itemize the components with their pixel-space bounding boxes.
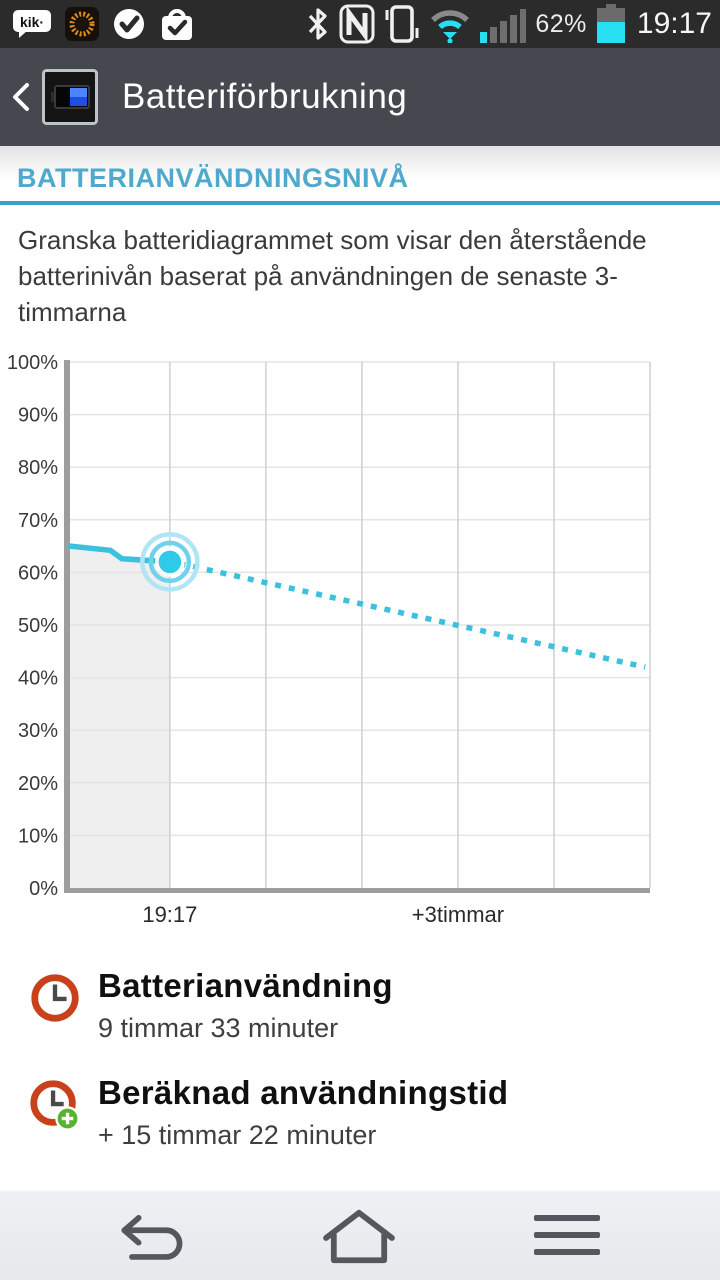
battery-level-chart: 0% 10% 20% 30% 40% 50% 60% 70% 80% 90% 100% 19:17 +3… <box>7 352 651 927</box>
svg-text:40%: 40% <box>18 668 58 690</box>
estimated-usage-value: + 15 timmar 22 minuter <box>98 1120 377 1150</box>
back-chevron-icon[interactable] <box>8 77 34 117</box>
battery-chart: 0% 10% 20% 30% 40% 50% 60% 70% 80% 90% 100% 19:17 +3… <box>0 346 720 931</box>
svg-text:+3timmar: +3timmar <box>412 902 504 927</box>
estimated-usage-row: Beräknad användningstid + 15 timmar 22 m… <box>0 1074 720 1151</box>
shopping-bag-icon <box>162 9 192 40</box>
wifi-icon <box>431 10 470 43</box>
svg-text:30%: 30% <box>18 720 58 742</box>
system-status-icons: 62% 19:17 <box>306 4 712 44</box>
svg-text:70%: 70% <box>18 510 58 532</box>
svg-text:kik·: kik· <box>20 14 44 30</box>
clock-plus-icon <box>30 1080 80 1131</box>
battery-usage-value: 9 timmar 33 minuter <box>98 1013 339 1043</box>
nfc-icon <box>339 4 375 44</box>
status-bar: kik· <box>0 0 720 48</box>
home-button[interactable] <box>316 1205 402 1267</box>
home-icon <box>323 1209 395 1264</box>
kik-icon: kik· <box>13 10 51 38</box>
svg-text:50%: 50% <box>18 615 58 637</box>
navigation-bar <box>0 1190 720 1280</box>
section-title: BATTERIANVÄNDNINGSNIVÅ <box>17 163 409 193</box>
svg-text:10%: 10% <box>18 825 58 847</box>
svg-text:0%: 0% <box>29 878 58 900</box>
check-circle-icon <box>114 9 144 39</box>
section-header: BATTERIANVÄNDNINGSNIVÅ <box>0 146 720 205</box>
clock-text: 19:17 <box>636 7 712 40</box>
svg-text:90%: 90% <box>18 405 58 427</box>
sun-icon <box>65 7 99 41</box>
svg-text:60%: 60% <box>18 562 58 584</box>
chart-description: Granska batteridiagrammet som visar den … <box>18 225 647 327</box>
battery-app-icon <box>42 69 98 125</box>
svg-text:100%: 100% <box>7 352 58 374</box>
battery-percent-text: 62% <box>535 9 587 38</box>
svg-text:80%: 80% <box>18 457 58 479</box>
battery-usage-title: Batterianvändning <box>98 967 393 1004</box>
page-title: Batteriförbrukning <box>122 77 408 116</box>
menu-icon <box>534 1215 600 1255</box>
app-header: Batteriförbrukning <box>0 48 720 146</box>
svg-text:19:17: 19:17 <box>142 902 197 927</box>
signal-icon <box>480 9 527 43</box>
back-icon <box>121 1215 183 1260</box>
notification-icons: kik· <box>12 6 195 42</box>
vibrate-icon <box>385 5 419 43</box>
battery-usage-row: Batterianvändning 9 timmar 33 minuter <box>0 967 720 1044</box>
bluetooth-icon <box>309 8 327 40</box>
menu-button[interactable] <box>524 1205 610 1267</box>
back-button[interactable] <box>108 1205 194 1267</box>
estimated-usage-title: Beräknad användningstid <box>98 1074 509 1111</box>
clock-icon <box>31 974 79 1022</box>
battery-icon <box>596 4 625 43</box>
svg-text:20%: 20% <box>18 773 58 795</box>
